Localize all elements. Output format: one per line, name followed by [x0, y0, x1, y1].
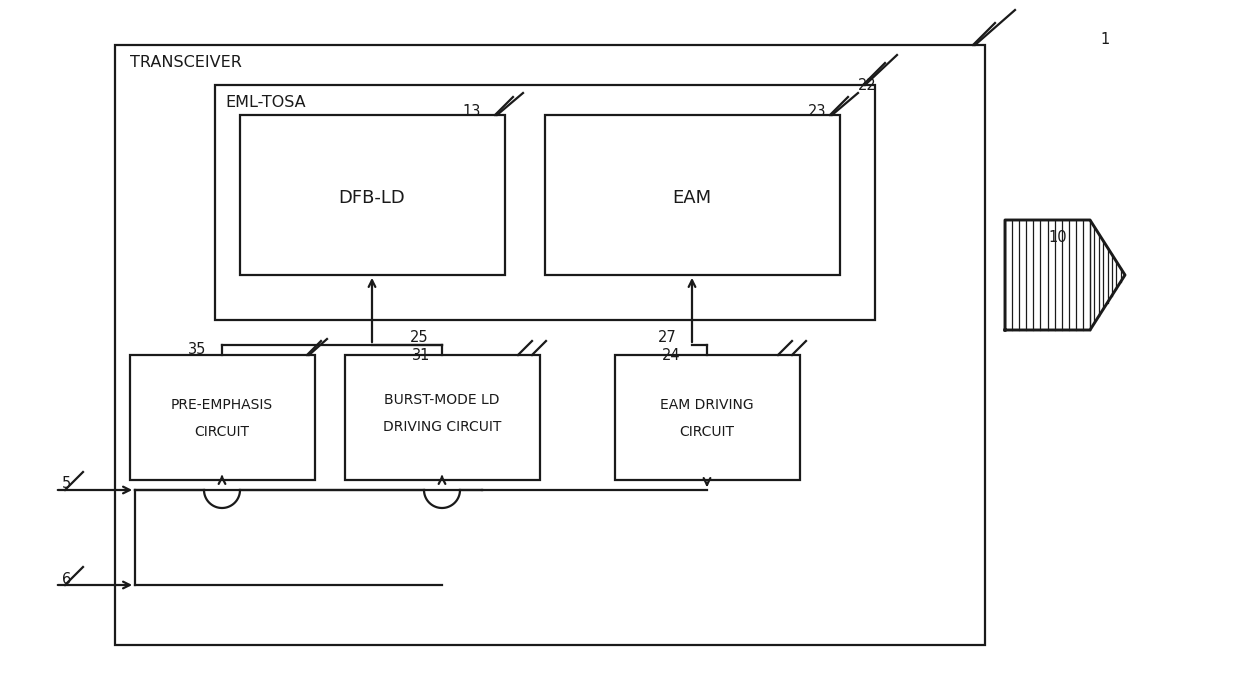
Text: 35: 35: [188, 342, 206, 357]
Text: CIRCUIT: CIRCUIT: [195, 425, 249, 439]
Text: EAM: EAM: [672, 189, 712, 207]
Bar: [546, 115, 839, 275]
Bar: [215, 85, 875, 320]
Text: DFB-LD: DFB-LD: [339, 189, 405, 207]
Text: 24: 24: [662, 348, 681, 363]
Text: 1: 1: [1100, 32, 1110, 47]
Text: DRIVING CIRCUIT: DRIVING CIRCUIT: [383, 420, 501, 434]
Text: CIRCUIT: CIRCUIT: [680, 425, 734, 439]
Text: 23: 23: [808, 104, 827, 119]
Text: 10: 10: [1048, 230, 1066, 245]
Text: 31: 31: [412, 348, 430, 363]
Text: 13: 13: [463, 104, 480, 119]
Bar: [345, 355, 539, 480]
Text: 22: 22: [858, 78, 877, 93]
Text: TRANSCEIVER: TRANSCEIVER: [130, 55, 242, 70]
Text: 25: 25: [410, 330, 429, 345]
Bar: [130, 355, 315, 480]
Bar: [115, 45, 985, 645]
Text: PRE-EMPHASIS: PRE-EMPHASIS: [171, 398, 273, 412]
Bar: [615, 355, 800, 480]
Text: 27: 27: [658, 330, 677, 345]
Text: BURST-MODE LD: BURST-MODE LD: [384, 393, 500, 407]
Text: 5: 5: [62, 476, 71, 491]
Bar: [241, 115, 505, 275]
Text: EML-TOSA: EML-TOSA: [224, 95, 305, 110]
Text: 6: 6: [62, 572, 71, 587]
Text: EAM DRIVING: EAM DRIVING: [660, 398, 754, 412]
